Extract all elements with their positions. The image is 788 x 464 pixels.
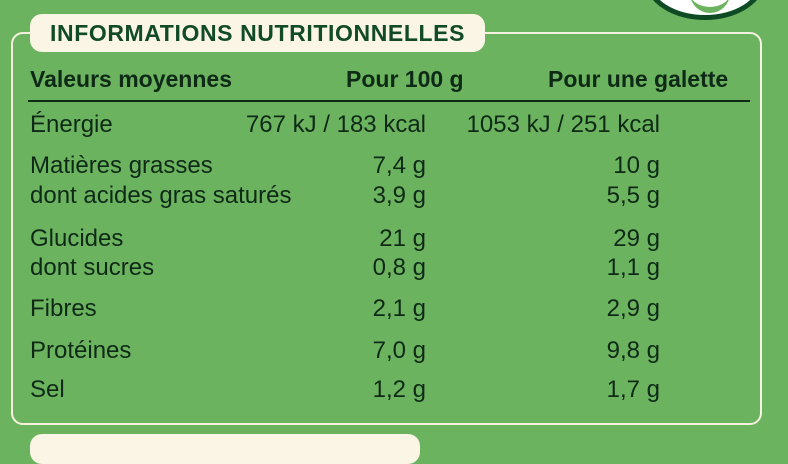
row-label: Fibres — [30, 295, 97, 322]
row-value-per-100g: 0,8 g — [372, 254, 426, 281]
table-header: Valeurs moyennes Pour 100 g Pour une gal… — [28, 60, 750, 102]
row-label: dont sucres — [30, 254, 155, 281]
next-section-tab — [30, 434, 420, 464]
row-label: Sel — [30, 376, 65, 403]
row-value-per-100g: 3,9 g — [372, 182, 426, 209]
row-label: Énergie — [30, 111, 113, 138]
nutrition-title: INFORMATIONS NUTRITIONNELLES — [30, 14, 486, 52]
row-value-per-galette: 29 g — [613, 225, 660, 252]
nutrition-rows: Énergie 767 kJ / 183 kcal 1053 kJ / 251 … — [30, 111, 660, 403]
row-value-per-100g: 2,1 g — [372, 295, 426, 322]
row-label: Matières grasses — [30, 152, 213, 179]
row-value-per-100g: 7,0 g — [372, 337, 426, 364]
logo-swoosh — [690, 0, 730, 13]
header-per-100g: Pour 100 g — [346, 66, 464, 92]
row-value-per-galette: 1,7 g — [606, 376, 660, 403]
row-value-per-galette: 10 g — [613, 152, 660, 179]
row-label: Glucides — [30, 225, 124, 252]
row-value-per-galette: 1053 kJ / 251 kcal — [466, 111, 660, 138]
row-label: Protéines — [30, 337, 132, 364]
row-value-per-galette: 2,9 g — [606, 295, 660, 322]
row-value-per-100g: 21 g — [379, 225, 426, 252]
row-value-per-galette: 1,1 g — [606, 254, 660, 281]
row-value-per-100g: 767 kJ / 183 kcal — [245, 111, 426, 138]
row-value-per-100g: 1,2 g — [372, 376, 426, 403]
row-label: dont acides gras saturés — [30, 182, 292, 209]
row-value-per-galette: 9,8 g — [606, 337, 660, 364]
header-average-values: Valeurs moyennes — [30, 66, 232, 92]
row-value-per-galette: 5,5 g — [606, 182, 660, 209]
header-per-galette: Pour une galette — [548, 66, 729, 92]
row-value-per-100g: 7,4 g — [372, 152, 426, 179]
